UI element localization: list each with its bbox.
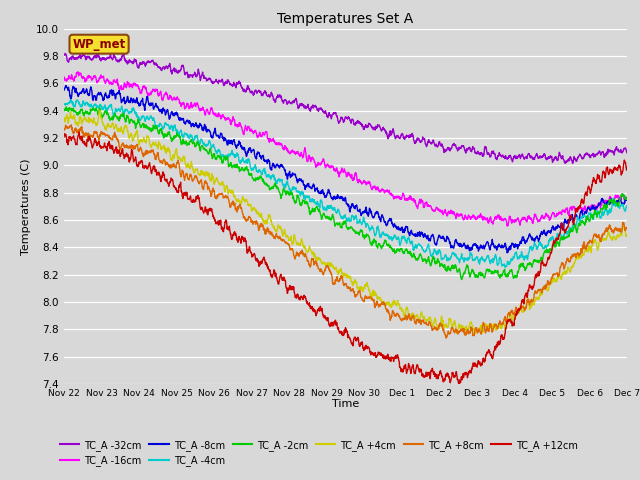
X-axis label: Time: Time [332,399,359,409]
Y-axis label: Temperatures (C): Temperatures (C) [20,158,31,255]
Text: WP_met: WP_met [72,37,125,51]
Legend: TC_A -32cm, TC_A -16cm, TC_A -8cm, TC_A -4cm, TC_A -2cm, TC_A +4cm, TC_A +8cm, T: TC_A -32cm, TC_A -16cm, TC_A -8cm, TC_A … [56,436,581,470]
Title: Temperatures Set A: Temperatures Set A [278,12,413,26]
